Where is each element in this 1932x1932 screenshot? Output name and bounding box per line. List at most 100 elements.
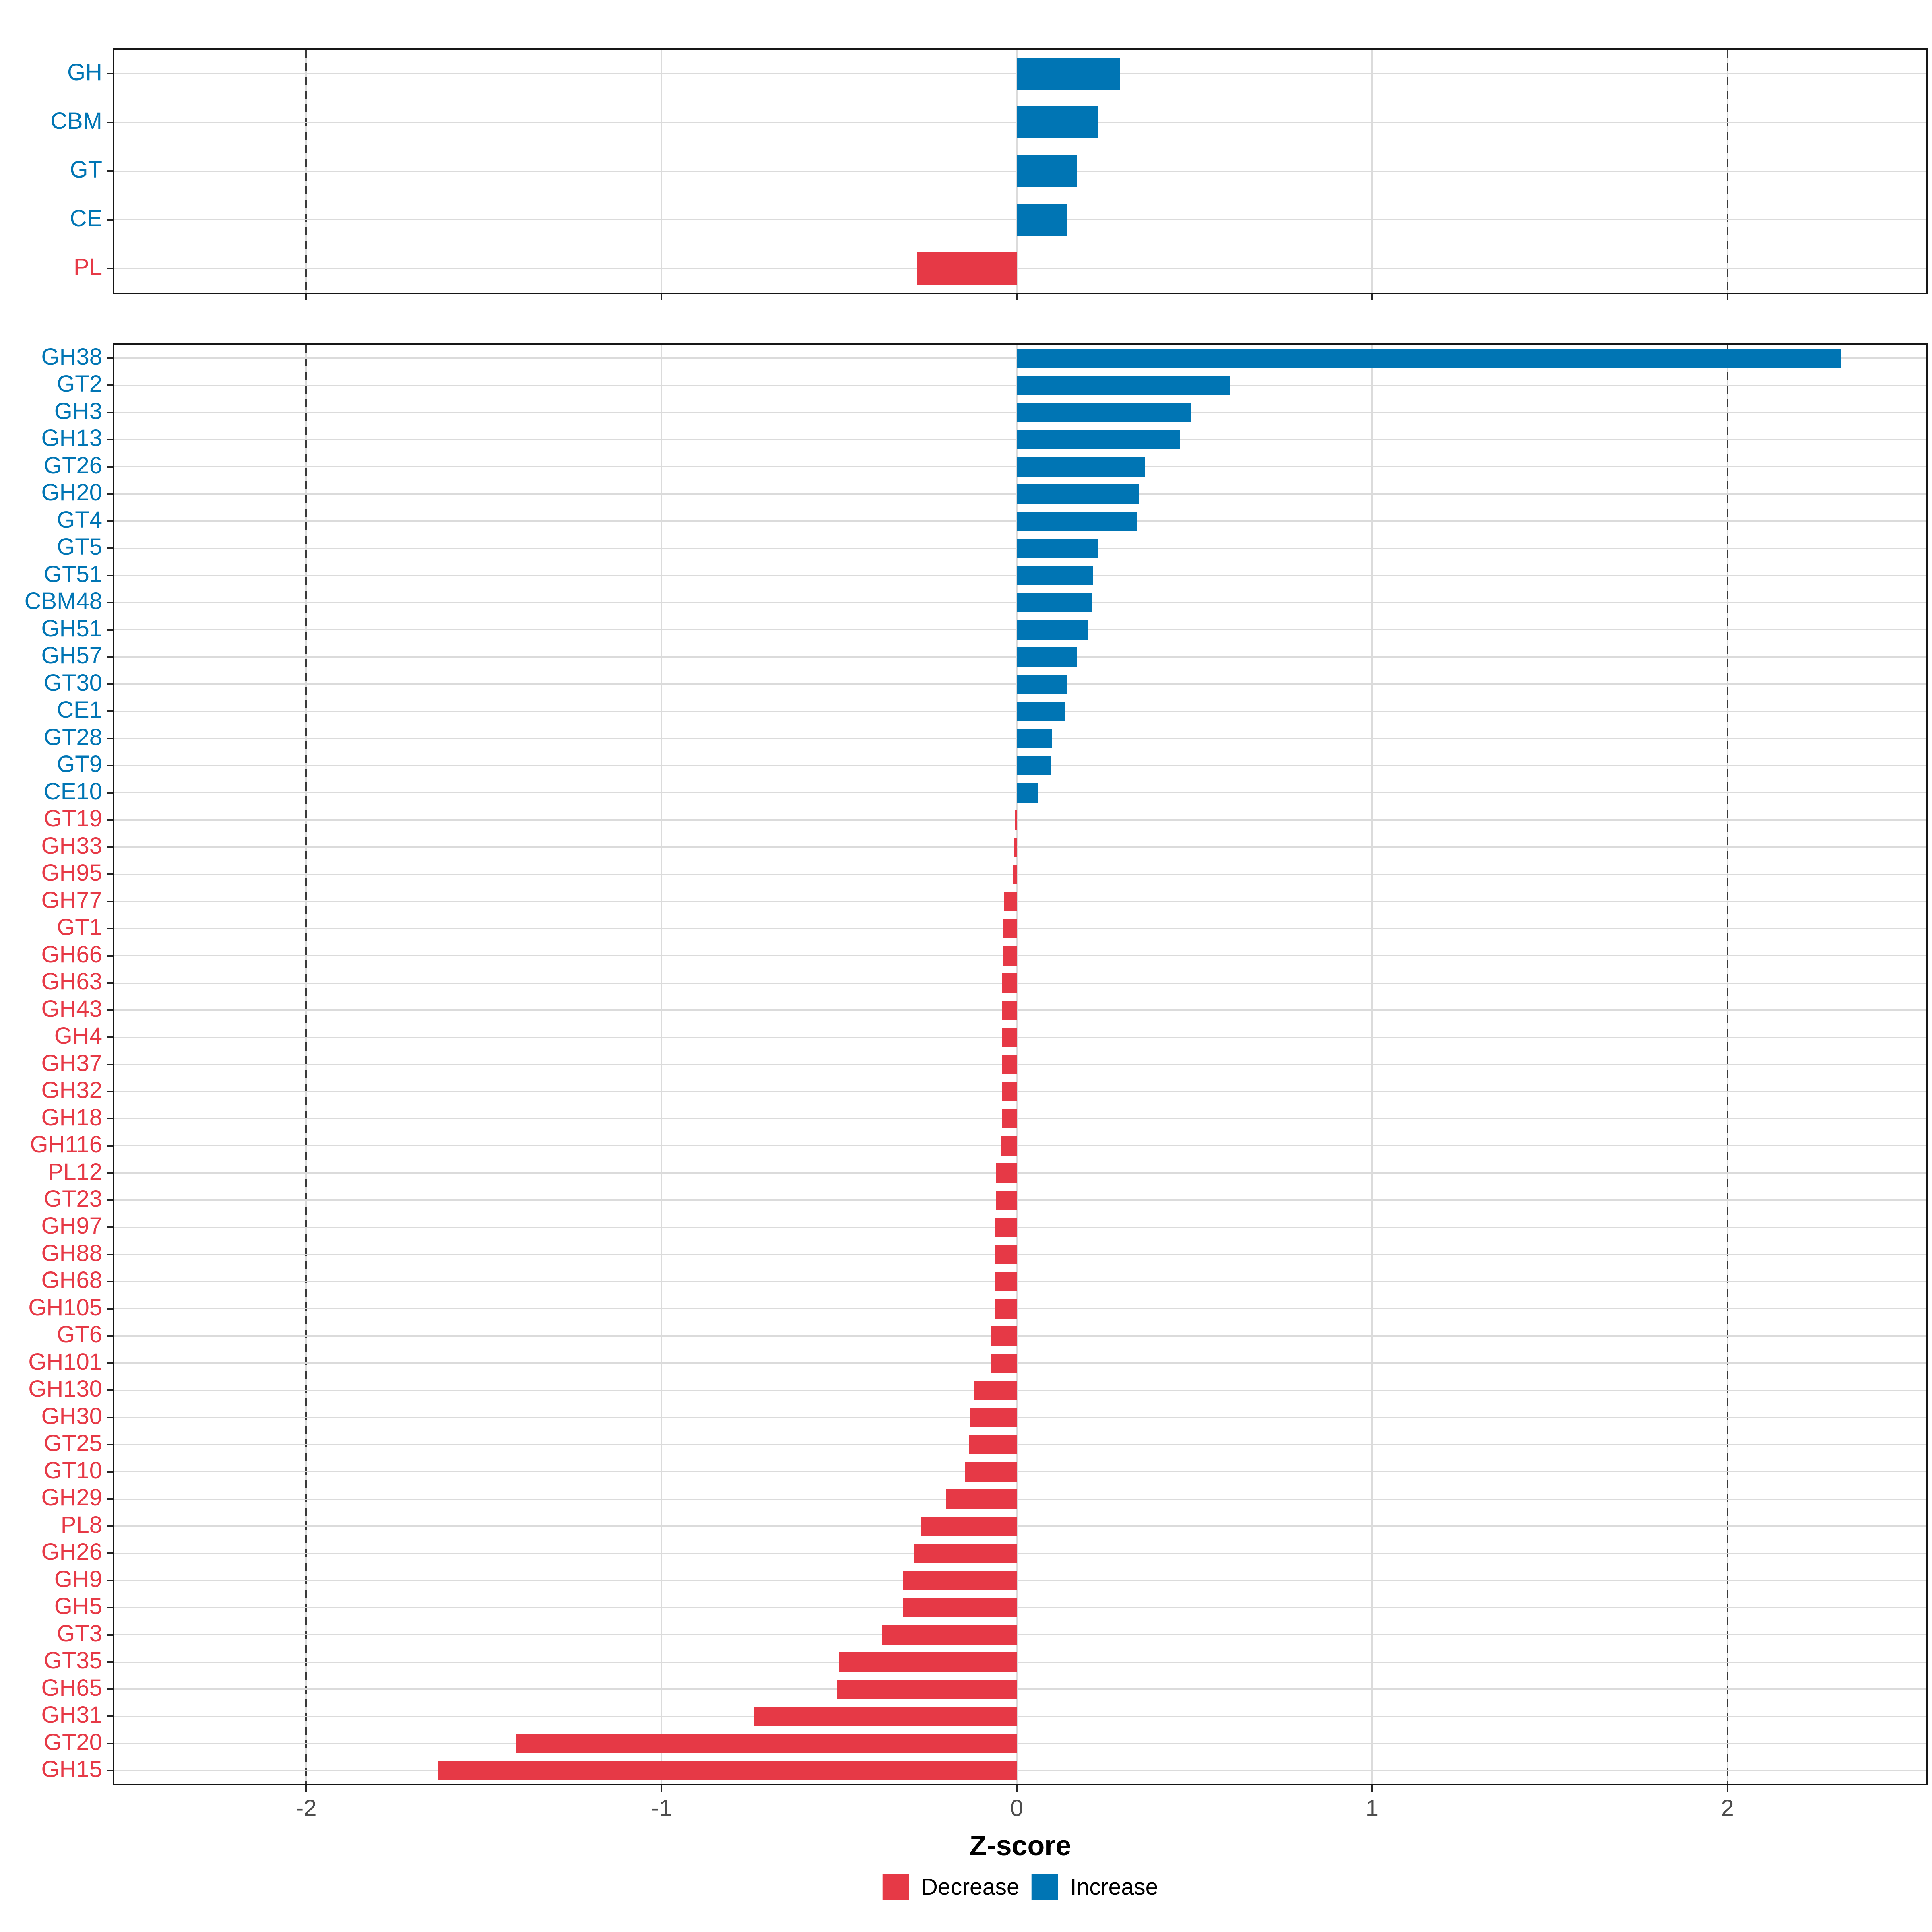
y-axis-tick bbox=[107, 1362, 113, 1364]
horizontal-gridline bbox=[114, 1498, 1926, 1500]
bar bbox=[917, 252, 1017, 285]
bar bbox=[945, 1489, 1017, 1509]
y-axis-tick bbox=[107, 1335, 113, 1337]
horizontal-gridline bbox=[114, 1199, 1926, 1201]
y-axis-tick bbox=[107, 1389, 113, 1391]
panel-cazy-classes bbox=[113, 48, 1928, 294]
horizontal-gridline bbox=[114, 1525, 1926, 1527]
legend-item-decrease: Decrease bbox=[882, 1874, 1020, 1900]
horizontal-gridline bbox=[114, 819, 1926, 821]
horizontal-gridline bbox=[114, 1634, 1926, 1636]
y-axis-tick bbox=[107, 710, 113, 712]
y-axis-tick bbox=[107, 1552, 113, 1554]
y-axis-tick bbox=[107, 466, 113, 468]
category-label: GT4 bbox=[57, 506, 102, 533]
category-label: GT3 bbox=[57, 1620, 102, 1647]
category-label: GH29 bbox=[41, 1484, 102, 1511]
bar bbox=[990, 1353, 1017, 1373]
bar bbox=[1017, 155, 1077, 187]
bar bbox=[1017, 376, 1230, 395]
category-label: GT25 bbox=[43, 1430, 102, 1457]
category-label: GT30 bbox=[43, 669, 102, 696]
horizontal-gridline bbox=[114, 1552, 1926, 1554]
horizontal-gridline bbox=[114, 1118, 1926, 1119]
bar bbox=[1017, 729, 1053, 748]
y-axis-tick bbox=[107, 170, 113, 172]
category-label: GT26 bbox=[43, 452, 102, 479]
bar bbox=[1017, 702, 1065, 721]
bar bbox=[1017, 430, 1181, 450]
bar bbox=[1002, 973, 1017, 993]
y-axis-tick bbox=[107, 629, 113, 631]
y-axis-tick bbox=[107, 1090, 113, 1092]
category-label: GH77 bbox=[41, 887, 102, 913]
y-axis-tick bbox=[107, 846, 113, 848]
bar bbox=[996, 1163, 1017, 1183]
horizontal-gridline bbox=[114, 1281, 1926, 1282]
bar bbox=[1017, 58, 1120, 90]
y-axis-tick bbox=[107, 122, 113, 124]
category-label: GH66 bbox=[41, 941, 102, 968]
bar bbox=[753, 1707, 1017, 1726]
category-label: GH31 bbox=[41, 1702, 102, 1728]
y-axis-tick bbox=[107, 1281, 113, 1283]
category-label: GH3 bbox=[54, 398, 102, 424]
category-label: GH37 bbox=[41, 1050, 102, 1076]
category-label: PL bbox=[74, 254, 102, 280]
bar bbox=[881, 1625, 1017, 1645]
category-label: GH20 bbox=[41, 479, 102, 506]
category-label: GT5 bbox=[57, 534, 102, 560]
horizontal-gridline bbox=[114, 1444, 1926, 1445]
horizontal-gridline bbox=[114, 1226, 1926, 1228]
bar bbox=[914, 1544, 1017, 1563]
y-axis-tick bbox=[107, 873, 113, 875]
y-axis-tick bbox=[107, 602, 113, 604]
legend-label-increase: Increase bbox=[1070, 1874, 1158, 1900]
category-label: GH101 bbox=[28, 1348, 102, 1375]
category-label: GT23 bbox=[43, 1185, 102, 1212]
y-axis-tick bbox=[107, 384, 113, 386]
horizontal-gridline bbox=[114, 1308, 1926, 1310]
category-label: GT19 bbox=[43, 805, 102, 832]
horizontal-gridline bbox=[114, 1743, 1926, 1744]
y-axis-tick bbox=[107, 765, 113, 767]
bar bbox=[991, 1326, 1017, 1346]
horizontal-gridline bbox=[114, 1580, 1926, 1581]
bar bbox=[1017, 566, 1093, 585]
category-label: GH15 bbox=[41, 1756, 102, 1783]
category-label: GH68 bbox=[41, 1267, 102, 1294]
bar bbox=[1002, 919, 1017, 939]
category-label: PL8 bbox=[60, 1511, 102, 1538]
category-label: GH116 bbox=[30, 1131, 102, 1158]
bar bbox=[1017, 783, 1038, 803]
y-axis-tick bbox=[107, 574, 113, 576]
y-axis-tick bbox=[107, 1063, 113, 1065]
y-axis-tick bbox=[107, 1770, 113, 1772]
x-axis-tick bbox=[1726, 294, 1728, 300]
bar bbox=[1017, 484, 1139, 504]
y-axis-tick bbox=[107, 819, 113, 821]
y-axis-tick bbox=[107, 683, 113, 685]
y-axis-tick bbox=[107, 1715, 113, 1717]
bar bbox=[837, 1679, 1017, 1699]
bar bbox=[1002, 1000, 1017, 1020]
bar bbox=[903, 1571, 1017, 1590]
bar bbox=[1017, 674, 1067, 694]
panel-cazy-families bbox=[113, 343, 1928, 1785]
bar bbox=[1012, 865, 1017, 884]
y-axis-tick bbox=[107, 900, 113, 902]
horizontal-gridline bbox=[114, 1335, 1926, 1337]
category-label: PL12 bbox=[47, 1158, 102, 1185]
y-axis-tick bbox=[107, 411, 113, 413]
x-axis-tick bbox=[1371, 1785, 1373, 1792]
y-axis-tick bbox=[107, 928, 113, 930]
y-axis-tick bbox=[107, 439, 113, 441]
bar bbox=[995, 1299, 1017, 1319]
x-axis-tick bbox=[1371, 294, 1373, 300]
category-label: GT51 bbox=[43, 561, 102, 587]
horizontal-gridline bbox=[114, 1254, 1926, 1255]
x-axis-tick bbox=[1726, 1785, 1728, 1792]
category-label: CBM48 bbox=[24, 588, 102, 615]
legend-label-decrease: Decrease bbox=[921, 1874, 1020, 1900]
y-axis-tick bbox=[107, 357, 113, 359]
